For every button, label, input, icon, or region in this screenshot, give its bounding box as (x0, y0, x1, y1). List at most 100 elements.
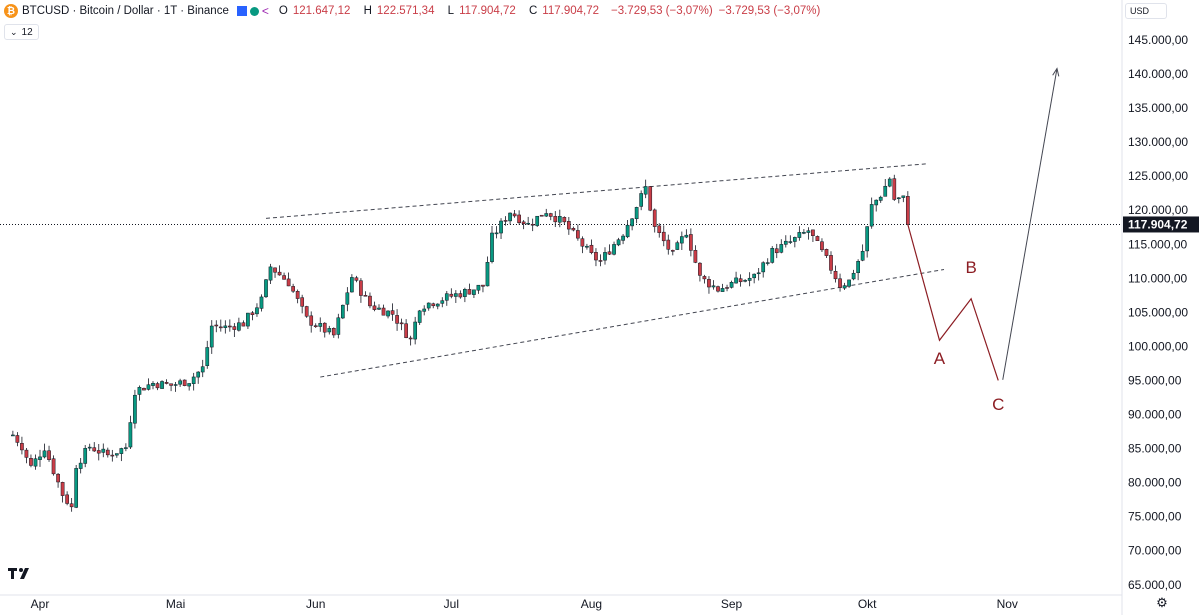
candle-body (196, 371, 201, 378)
candle-body (114, 453, 119, 456)
candle-body (797, 232, 802, 238)
candle-body (51, 458, 56, 475)
candle-body (720, 288, 725, 292)
candle-body (621, 235, 625, 241)
candle-body (901, 195, 906, 198)
last-price-tag-bg (1123, 216, 1199, 233)
candle-body (508, 212, 512, 222)
candle-body (458, 293, 463, 298)
candle-body (209, 325, 214, 348)
candle-body (829, 255, 833, 271)
settings-icon[interactable]: ⚙ (1156, 595, 1168, 610)
candle-body (675, 242, 680, 250)
candle-body (878, 196, 883, 201)
candle-body (327, 328, 332, 333)
candle-body (69, 503, 74, 508)
candle-body (137, 387, 142, 395)
candle-body (779, 244, 784, 253)
candle-body (752, 273, 757, 279)
candle-body (670, 250, 675, 252)
candle-body (444, 293, 449, 301)
candle-body (869, 204, 874, 227)
candle-body (119, 448, 124, 454)
y-tick-label: 65.000,00 (1128, 578, 1182, 592)
candle-body (350, 277, 354, 293)
y-tick-label: 130.000,00 (1128, 135, 1188, 149)
currency-selector[interactable]: USD (1125, 3, 1167, 19)
flag-icon[interactable] (236, 6, 247, 16)
candle-body (291, 286, 295, 292)
candle-body (648, 186, 653, 211)
candle-body (268, 266, 273, 281)
y-tick-label: 105.000,00 (1128, 305, 1188, 319)
candle-body (96, 450, 101, 454)
candle-body (178, 380, 182, 385)
candle-body (336, 317, 341, 335)
candle-body (535, 215, 540, 226)
candle-body (738, 278, 743, 283)
candle-body (838, 278, 842, 288)
candle-body (557, 216, 562, 223)
candle-body (453, 293, 458, 297)
share-icon[interactable]: < (261, 4, 269, 18)
candle-body (322, 322, 327, 333)
candle-body (824, 249, 829, 256)
candle-body (173, 384, 178, 386)
symbol-title[interactable]: BTCUSD · Bitcoin / Dollar · 1T · Binance (22, 5, 229, 17)
candle-body (435, 303, 440, 307)
candle-body (539, 214, 544, 217)
candle-body (698, 262, 702, 276)
candle-body (562, 217, 567, 223)
candle-body (634, 207, 639, 220)
candle-body (851, 272, 856, 280)
candle-body (404, 323, 408, 338)
candle-body (345, 292, 350, 305)
candle-body (679, 236, 684, 244)
candle-body (526, 222, 531, 225)
candle-body (571, 228, 576, 231)
y-tick-label: 80.000,00 (1128, 476, 1182, 490)
ohlc-open-value: 121.647,12 (292, 5, 351, 17)
currency-label: USD (1130, 6, 1150, 16)
candle-body (734, 277, 738, 284)
candle-body (47, 450, 51, 460)
y-tick-label: 120.000,00 (1128, 203, 1188, 217)
y-tick-label: 100.000,00 (1128, 339, 1188, 353)
candle-body (377, 307, 381, 310)
candle-body (259, 296, 264, 309)
target-arrow-head (1052, 67, 1060, 77)
candle-body (264, 279, 268, 298)
candle-body (616, 239, 621, 246)
candle-body (354, 277, 359, 281)
candle-body (440, 300, 445, 304)
candle-body (386, 310, 390, 317)
candle-body (865, 226, 870, 252)
indicator-count: 12 (21, 26, 33, 38)
candle-body (237, 322, 241, 331)
indicator-toggle[interactable]: ⌄ 12 (4, 24, 39, 40)
candle-body (716, 286, 720, 292)
candle-body (612, 244, 616, 255)
candle-body (806, 230, 811, 233)
candle-body (232, 326, 237, 330)
candle-body (101, 448, 106, 453)
candle-body (553, 216, 558, 223)
candle-body (652, 209, 657, 227)
candle-body (598, 260, 603, 262)
candle-body (11, 434, 15, 437)
tradingview-logo-icon[interactable] (8, 566, 34, 580)
y-tick-label: 95.000,00 (1128, 373, 1182, 387)
symbol-legend[interactable]: ₿ BTCUSD · Bitcoin / Dollar · 1T · Binan… (4, 3, 820, 19)
target-arrow-line (1002, 68, 1058, 380)
candle-body (33, 458, 38, 467)
candle-body (408, 337, 413, 340)
candle-body (896, 197, 901, 200)
candle-body (585, 245, 589, 248)
chevron-down-icon[interactable]: ⌄ (10, 26, 18, 37)
candle-body (607, 251, 612, 255)
candle-body (390, 310, 395, 315)
candle-body (124, 447, 128, 449)
y-tick-label: 70.000,00 (1128, 544, 1182, 558)
candle-body (544, 213, 549, 217)
